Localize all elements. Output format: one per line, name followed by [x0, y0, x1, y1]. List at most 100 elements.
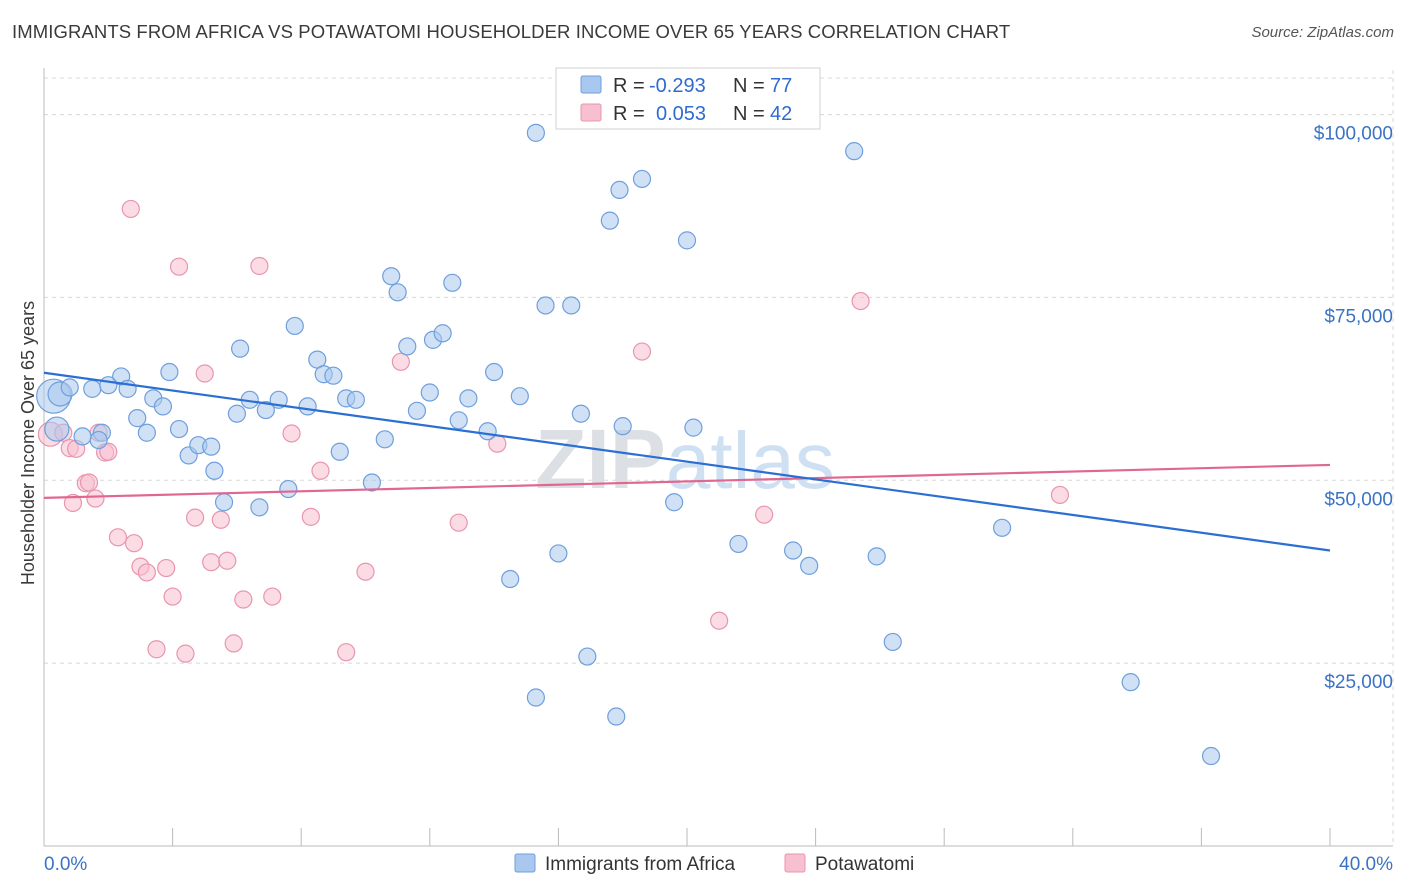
potawatomi-point-33 — [337, 643, 356, 662]
africa-point-52 — [526, 688, 545, 707]
potawatomi-point-39 — [710, 611, 729, 630]
potawatomi-point-41 — [851, 291, 870, 311]
africa-point-12 — [160, 362, 179, 382]
africa-point-22 — [250, 498, 269, 517]
africa-point-43 — [443, 273, 462, 292]
legend-r-label-2: R = — [613, 103, 645, 125]
potawatomi-point-10 — [99, 442, 118, 461]
africa-point-51 — [536, 296, 555, 315]
series-label-africa: Immigrants from Africa — [545, 854, 735, 875]
africa-point-75 — [73, 427, 92, 446]
africa-point-17 — [205, 461, 224, 480]
legend-swatch-blue — [580, 75, 602, 94]
series-swatch-potawatomi — [784, 853, 806, 873]
africa-point-58 — [610, 180, 629, 200]
africa-point-60 — [613, 417, 632, 436]
africa-point-45 — [459, 389, 478, 408]
africa-point-19 — [227, 404, 246, 423]
potawatomi-point-30 — [282, 424, 301, 443]
africa-point-11 — [153, 397, 173, 416]
x-tick-label-0: 0.0% — [44, 854, 87, 875]
africa-point-53 — [549, 544, 568, 563]
africa-point-69 — [867, 547, 886, 566]
africa-point-20 — [231, 339, 250, 358]
y-tick-label-3: $100,000 — [1314, 124, 1393, 145]
africa-point-38 — [398, 337, 417, 356]
potawatomi-point-32 — [311, 461, 330, 480]
potawatomi-point-27 — [234, 590, 253, 609]
potawatomi-trend-line — [43, 463, 1331, 499]
y-tick-label-1: $50,000 — [1324, 489, 1393, 510]
africa-point-72 — [1121, 673, 1140, 692]
potawatomi-point-3 — [63, 493, 83, 513]
africa-point-35 — [375, 430, 394, 449]
y-tick-label-2: $75,000 — [1324, 306, 1393, 327]
legend-n-value-2: 42 — [770, 103, 792, 125]
series-swatch-africa — [514, 853, 536, 873]
potawatomi-point-36 — [449, 513, 468, 532]
potawatomi-point-25 — [218, 551, 237, 570]
source-credit: Source: ZipAtlas.com — [1251, 24, 1394, 41]
africa-point-71 — [992, 518, 1012, 537]
potawatomi-point-19 — [169, 257, 189, 276]
potawatomi-point-23 — [202, 553, 221, 572]
africa-point-68 — [845, 142, 864, 161]
africa-point-50 — [526, 123, 545, 142]
legend-r-value-2: 0.053 — [656, 103, 706, 125]
africa-point-63 — [677, 231, 697, 250]
africa-point-25 — [279, 479, 298, 499]
africa-point-61 — [632, 169, 652, 189]
africa-point-26 — [285, 316, 304, 336]
africa-point-48 — [501, 569, 520, 589]
africa-point-40 — [420, 383, 439, 402]
africa-point-2 — [60, 378, 79, 397]
potawatomi-point-31 — [301, 507, 320, 526]
y-tick-label-0: $25,000 — [1324, 672, 1393, 693]
africa-point-13 — [169, 419, 189, 439]
africa-point-30 — [324, 366, 343, 385]
legend-n-label-2: N = — [733, 103, 765, 125]
legend-n-value-1: 77 — [770, 75, 792, 97]
africa-point-18 — [214, 493, 234, 512]
series-label-potawatomi: Potawatomi — [815, 854, 914, 875]
africa-point-57 — [600, 211, 619, 230]
potawatomi-point-17 — [157, 558, 176, 578]
africa-point-55 — [571, 404, 591, 423]
africa-point-73 — [1201, 746, 1221, 766]
potawatomi-point-18 — [163, 587, 182, 606]
africa-point-36 — [382, 267, 401, 286]
chart-title: IMMIGRANTS FROM AFRICA VS POTAWATOMI HOU… — [12, 21, 1011, 42]
potawatomi-point-26 — [224, 634, 243, 653]
africa-point-70 — [883, 632, 902, 652]
potawatomi-point-6 — [79, 473, 99, 492]
africa-point-9 — [137, 423, 156, 442]
africa-point-37 — [388, 283, 407, 302]
potawatomi-point-7 — [86, 489, 105, 508]
africa-point-39 — [407, 401, 427, 420]
africa-point-44 — [449, 411, 468, 430]
africa-point-31 — [330, 442, 349, 461]
africa-point-33 — [346, 390, 365, 409]
africa-point-34 — [362, 473, 382, 492]
africa-point-64 — [684, 418, 703, 437]
africa-trend-line — [43, 371, 1331, 552]
potawatomi-point-13 — [124, 534, 144, 553]
potawatomi-point-34 — [356, 562, 375, 581]
potawatomi-point-12 — [121, 199, 140, 219]
stats-legend: R = -0.293 N = 77 R = 0.053 N = 42 — [555, 67, 821, 130]
africa-point-42 — [433, 324, 452, 343]
africa-point-3 — [83, 379, 102, 398]
africa-point-67 — [800, 556, 819, 575]
potawatomi-point-24 — [211, 510, 230, 529]
africa-point-65 — [729, 534, 748, 554]
africa-points — [36, 123, 1221, 766]
potawatomi-point-38 — [632, 342, 652, 361]
potawatomi-point-16 — [147, 640, 166, 659]
legend-swatch-pink — [580, 103, 602, 122]
africa-point-8 — [128, 409, 147, 428]
potawatomi-point-35 — [391, 352, 410, 371]
potawatomi-point-21 — [186, 508, 205, 527]
africa-point-46 — [478, 422, 497, 441]
legend-r-value-1: -0.293 — [649, 75, 706, 97]
potawatomi-point-28 — [250, 256, 269, 276]
